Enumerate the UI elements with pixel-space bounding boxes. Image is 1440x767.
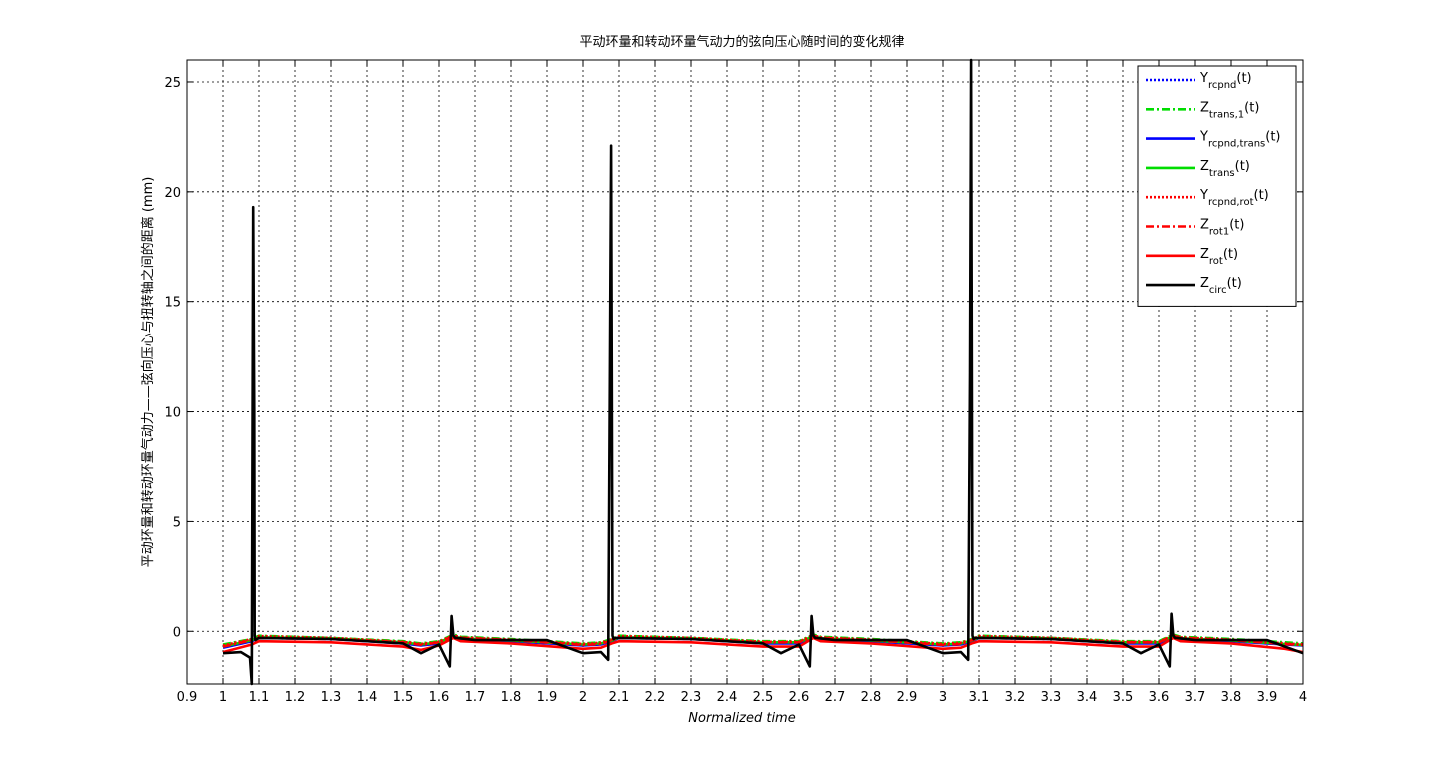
x-tick-label: 1.8 bbox=[501, 690, 522, 705]
x-tick-label: 2 bbox=[579, 690, 587, 705]
legend-entry: Zrot1(t) bbox=[1200, 218, 1244, 238]
plot-frame bbox=[186, 59, 1304, 685]
y-tick-label: 20 bbox=[164, 186, 181, 201]
x-axis-ticks: 0.9 1 1.1 1.2 1.3 1.4 1.5 1.6 1.7 1.8 1.9 2 2.1 2.2 2.… bbox=[177, 60, 1307, 705]
x-tick-label: 3.9 bbox=[1257, 690, 1278, 705]
series-line-6 bbox=[222, 634, 1304, 648]
x-tick-label: 2.1 bbox=[609, 690, 630, 705]
y-axis-ticks: 0 5 10 15 20 25 bbox=[164, 76, 1303, 640]
legend-entry: Zcirc(t) bbox=[1200, 276, 1242, 296]
legend-entry: Yrcpnd(t) bbox=[1199, 71, 1252, 91]
series-line-8 bbox=[222, 58, 1304, 686]
x-tick-label: 2.5 bbox=[753, 690, 774, 705]
grid-layer bbox=[187, 60, 1303, 684]
x-tick-label: 3.8 bbox=[1221, 690, 1242, 705]
x-tick-label: 1.7 bbox=[465, 690, 486, 705]
x-tick-label: 2.7 bbox=[825, 690, 846, 705]
x-tick-label: 3 bbox=[939, 690, 947, 705]
x-tick-label: 0.9 bbox=[177, 690, 198, 705]
y-axis-label: 平动环量和转动环量气动力——弦向压心与扭转轴之间的距离 (mm) bbox=[140, 177, 156, 568]
plot-area bbox=[187, 60, 1303, 684]
x-tick-label: 3.6 bbox=[1149, 690, 1170, 705]
legend-entry: Ztrans,1(t) bbox=[1200, 100, 1259, 120]
x-tick-label: 3.1 bbox=[969, 690, 990, 705]
x-tick-label: 1 bbox=[219, 690, 227, 705]
x-tick-label: 3.5 bbox=[1113, 690, 1134, 705]
x-tick-label: 1.3 bbox=[321, 690, 342, 705]
y-tick-label: 15 bbox=[164, 296, 181, 311]
legend-entry: Zrot(t) bbox=[1200, 247, 1238, 267]
x-tick-label: 2.2 bbox=[645, 690, 666, 705]
x-tick-label: 3.2 bbox=[1005, 690, 1026, 705]
x-tick-label: 2.4 bbox=[717, 690, 738, 705]
legend-box bbox=[1137, 65, 1297, 307]
x-tick-label: 3.4 bbox=[1077, 690, 1098, 705]
x-tick-label: 1.1 bbox=[249, 690, 270, 705]
x-tick-label: 2.9 bbox=[897, 690, 918, 705]
series-layer bbox=[222, 58, 1304, 686]
x-tick-label: 2.8 bbox=[861, 690, 882, 705]
legend-entry: Yrcpnd,trans(t) bbox=[1199, 130, 1281, 150]
legend-entry: Yrcpnd,rot(t) bbox=[1199, 188, 1269, 208]
x-tick-label: 1.6 bbox=[429, 690, 450, 705]
x-tick-label: 1.4 bbox=[357, 690, 378, 705]
legend-entry: Ztrans(t) bbox=[1200, 159, 1250, 179]
y-tick-label: 10 bbox=[164, 406, 181, 421]
x-tick-label: 2.6 bbox=[789, 690, 810, 705]
x-tick-label: 1.5 bbox=[393, 690, 414, 705]
chart-title: 平动环量和转动环量气动力的弦向压心随时间的变化规律 bbox=[579, 34, 904, 50]
legend: Yrcpnd(t) Ztrans,1(t) Yrcpnd,trans(t) Ztran… bbox=[1137, 65, 1297, 307]
y-tick-label: 0 bbox=[173, 625, 181, 640]
y-tick-label: 5 bbox=[173, 515, 181, 530]
y-tick-label: 25 bbox=[164, 76, 181, 91]
x-tick-label: 1.9 bbox=[537, 690, 558, 705]
x-tick-label: 3.3 bbox=[1041, 690, 1062, 705]
x-tick-label: 2.3 bbox=[681, 690, 702, 705]
x-tick-label: 3.7 bbox=[1185, 690, 1206, 705]
x-axis-label: Normalized time bbox=[688, 711, 795, 726]
x-tick-label: 1.2 bbox=[285, 690, 306, 705]
x-tick-label: 4 bbox=[1299, 690, 1307, 705]
